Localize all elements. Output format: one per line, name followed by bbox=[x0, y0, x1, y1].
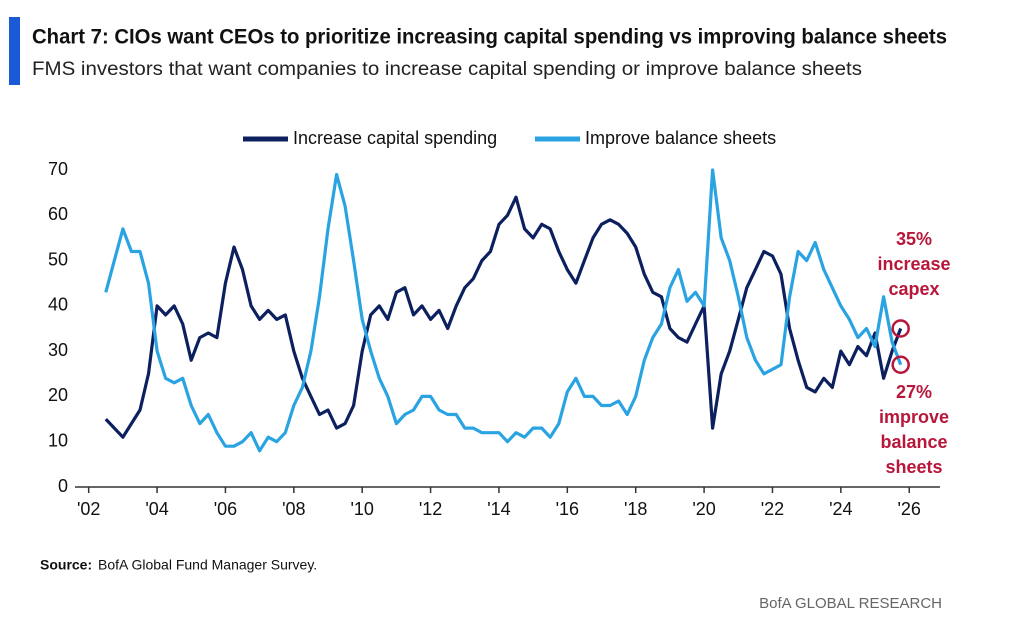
x-tick-label: '06 bbox=[214, 499, 237, 519]
annotation: sheets bbox=[885, 457, 942, 477]
annotation: 35% bbox=[896, 229, 932, 249]
series-line bbox=[104, 195, 903, 439]
source: BofA Global Fund Manager Survey. bbox=[98, 557, 317, 573]
x-tick-label: '02 bbox=[77, 499, 100, 519]
x-tick-label: '08 bbox=[282, 499, 305, 519]
legend-label: Improve balance sheets bbox=[585, 128, 776, 148]
annotation: 27% bbox=[896, 382, 932, 402]
legend-label: Increase capital spending bbox=[293, 128, 497, 148]
annotation: increase bbox=[877, 254, 950, 274]
y-tick-label: 0 bbox=[58, 476, 68, 496]
footer: BofA GLOBAL RESEARCH bbox=[759, 595, 942, 612]
y-tick-label: 30 bbox=[48, 340, 68, 360]
source-label: Source: bbox=[40, 557, 92, 573]
x-tick-label: '12 bbox=[419, 499, 442, 519]
x-tick-label: '24 bbox=[829, 499, 852, 519]
x-tick-label: '16 bbox=[556, 499, 579, 519]
series-line bbox=[104, 168, 903, 453]
x-tick-label: '10 bbox=[350, 499, 373, 519]
y-tick-label: 70 bbox=[48, 159, 68, 179]
x-tick-label: '22 bbox=[761, 499, 784, 519]
accent-bar bbox=[9, 17, 20, 85]
x-tick-label: '20 bbox=[692, 499, 715, 519]
y-tick-label: 40 bbox=[48, 295, 68, 315]
chart-title: Chart 7: CIOs want CEOs to prioritize in… bbox=[32, 26, 947, 49]
highlight-circle bbox=[891, 319, 910, 338]
annotation: balance bbox=[880, 432, 947, 452]
x-tick-label: '26 bbox=[897, 499, 920, 519]
highlight-circle bbox=[891, 355, 910, 374]
y-tick-label: 60 bbox=[48, 204, 68, 224]
y-tick-label: 20 bbox=[48, 385, 68, 405]
annotation: improve bbox=[879, 407, 949, 427]
x-tick-label: '14 bbox=[487, 499, 510, 519]
x-tick-label: '18 bbox=[624, 499, 647, 519]
annotation: capex bbox=[888, 279, 939, 299]
chart-subtitle: FMS investors that want companies to inc… bbox=[32, 59, 862, 80]
y-tick-label: 10 bbox=[48, 430, 68, 450]
y-tick-label: 50 bbox=[48, 249, 68, 269]
x-tick-label: '04 bbox=[145, 499, 168, 519]
